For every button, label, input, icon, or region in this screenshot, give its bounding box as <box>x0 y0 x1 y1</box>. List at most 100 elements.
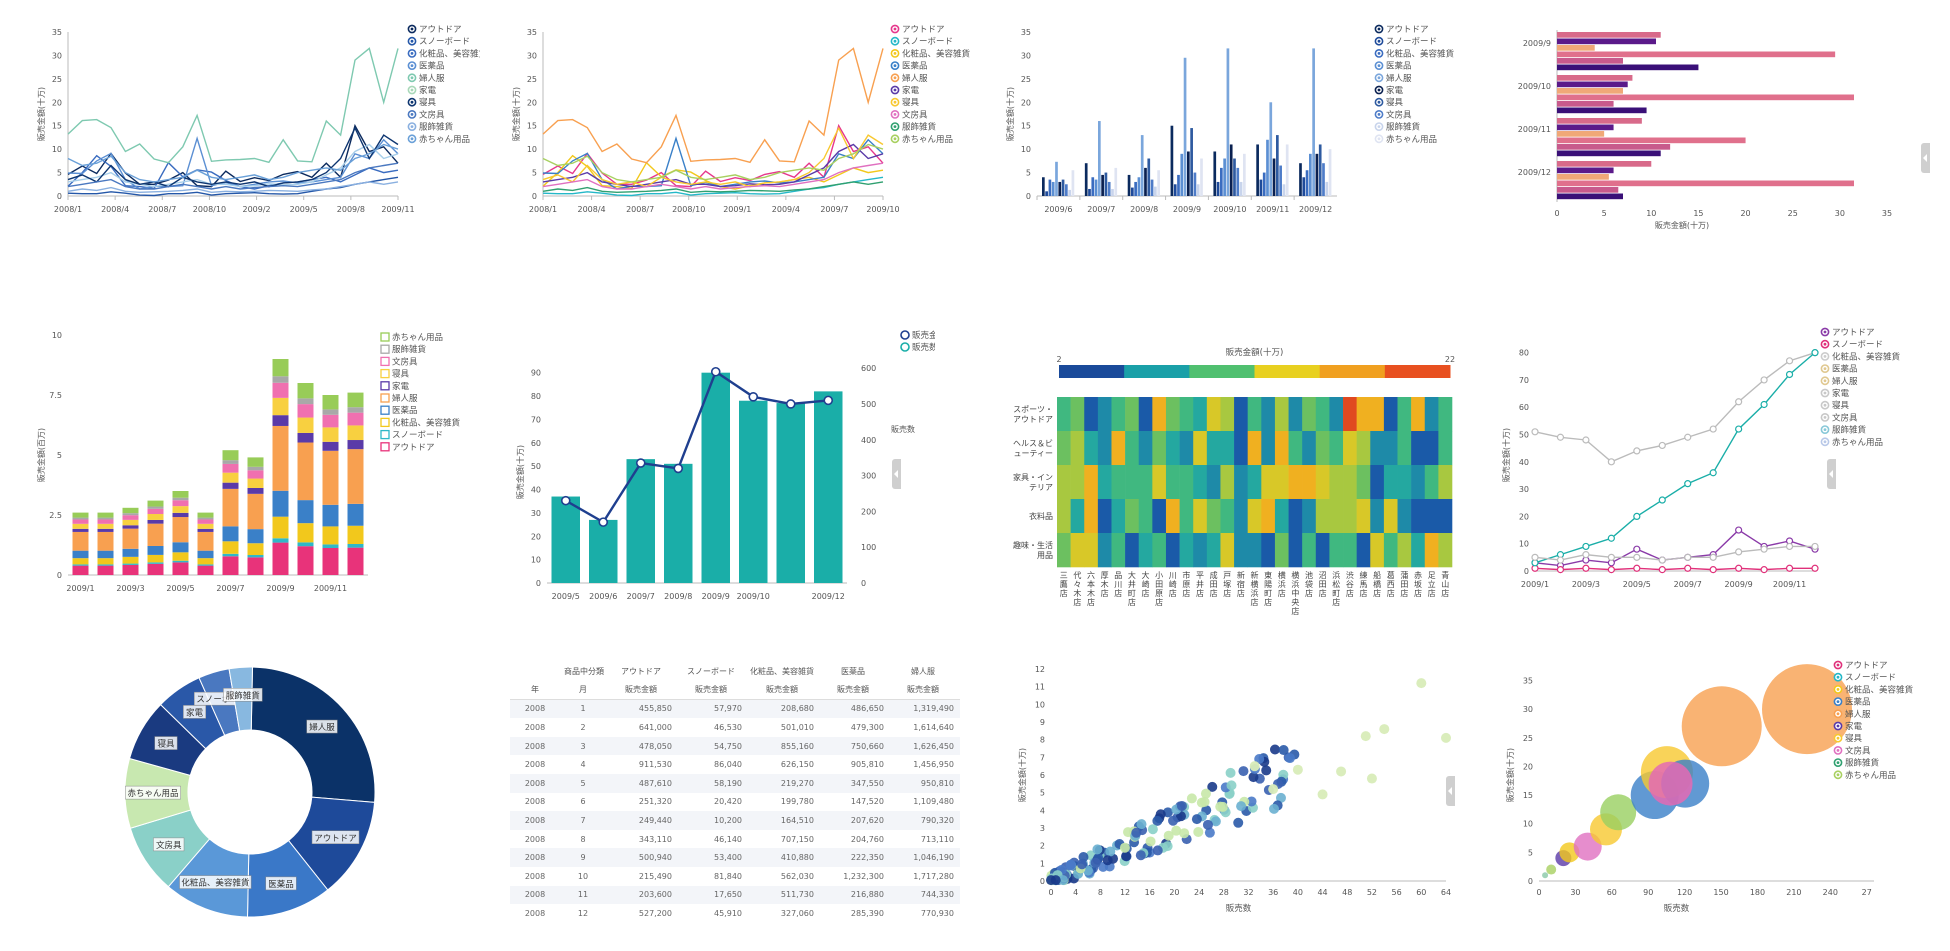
table-cell-empty <box>958 904 960 923</box>
heatmap-cell <box>1070 431 1085 466</box>
bar-赤ちゃん用品 <box>1285 144 1289 196</box>
scatter-point <box>1162 841 1173 852</box>
series-line-医薬品 <box>542 136 884 190</box>
stack-seg-寝具 <box>97 523 114 529</box>
table-cell: 626,150 <box>780 760 814 770</box>
scatter-point <box>1135 850 1146 861</box>
table-cell: 9 <box>580 853 586 863</box>
table-row: 2008 6 251,320 20,420 199,780 147,520 1,109,48… <box>510 793 960 812</box>
series-point <box>1760 376 1768 384</box>
legend-item-marker-dot <box>1823 330 1827 334</box>
series-point <box>1633 553 1641 561</box>
stack-seg-婦人服 <box>322 450 339 505</box>
scatter-point <box>1152 815 1163 826</box>
bar-化粧品、美容雑貨 <box>1134 181 1137 196</box>
table-cell: 511,730 <box>780 890 814 900</box>
legend-item-label: 家電 <box>1832 388 1850 399</box>
heatmap-cell <box>1111 499 1126 534</box>
stack-seg-寝具 <box>172 506 189 513</box>
table-cell: 486,650 <box>850 704 884 714</box>
legend-item-marker <box>380 405 390 415</box>
heatmap-cell <box>1343 533 1357 568</box>
stack-seg-服飾雑貨 <box>322 409 339 415</box>
scatter-point <box>1233 817 1244 828</box>
x-tick-label: 2009/5 <box>166 584 194 593</box>
scatter-point <box>1207 781 1218 792</box>
legend-item-label: 化粧品、美容雑貨 <box>419 48 480 59</box>
legend-item-marker-dot <box>893 125 897 128</box>
stack-seg-医薬品 <box>97 550 114 559</box>
heatmap-cell <box>1315 397 1330 432</box>
x-tick-label: 16 <box>1145 888 1155 897</box>
stack-seg-服飾雑貨 <box>172 497 189 501</box>
bar-寝具 <box>1190 128 1193 196</box>
y-tick-label: 40 <box>1519 458 1529 467</box>
heatmap-cell <box>1179 499 1194 534</box>
y-tick-label: 35 <box>1021 28 1031 37</box>
heatmap-cell <box>1424 465 1439 500</box>
heatmap-cell <box>1397 397 1412 432</box>
combo-point <box>710 366 721 377</box>
table-cell: 911,530 <box>638 760 672 770</box>
heatmap-cell <box>1179 431 1194 466</box>
table-cell: 950,810 <box>920 778 954 788</box>
table-row: 2008 7 249,440 10,200 164,510 207,620 790,320 <box>510 811 960 830</box>
bar-医薬品 <box>1223 158 1226 196</box>
table-cell: 10,200 <box>714 815 742 825</box>
x-tick-label: 2008/1 <box>529 205 557 214</box>
col-label-char: 井 <box>1196 579 1204 589</box>
x-tick-label: 2009/7 <box>820 205 848 214</box>
heatmap-chart: 販売金額(十万)2 22スポーツ・アウトドアヘルス＆ビューティー家具・インテリア衣… <box>1013 347 1455 615</box>
col-label-char: 木 <box>1073 588 1081 598</box>
table-row: 2008 9 500,940 53,400 410,880 222,350 1,046,19… <box>510 848 960 867</box>
bar-服飾雑貨 <box>1196 184 1200 196</box>
table-cell: 2008 <box>524 797 546 807</box>
x-tick-label: 180 <box>1750 888 1765 897</box>
side-collapse-tab[interactable] <box>1921 143 1930 173</box>
side-collapse-tab-2[interactable] <box>892 459 901 489</box>
col-label-char: 崎 <box>1169 579 1177 589</box>
series-point <box>1658 441 1666 450</box>
bar-スノーボード <box>1088 188 1091 196</box>
bar-赤ちゃん用品 <box>1200 158 1203 196</box>
series-point <box>1735 564 1743 572</box>
table-header-year: 年 <box>510 680 560 700</box>
heatmap-cell <box>1179 397 1194 432</box>
x-tick-label: 2008/10 <box>672 205 705 214</box>
table-cell: 770,930 <box>920 908 954 918</box>
bar-医薬品 <box>1266 139 1269 196</box>
table-header-col: アウトドア <box>621 666 661 676</box>
side-collapse-tab-4[interactable] <box>1446 776 1455 806</box>
row-label: 衣料品 <box>1029 511 1053 521</box>
col-label-char: 品 <box>1114 571 1122 580</box>
legend-item-label: スノーボード <box>1845 673 1896 683</box>
legend-item-label: 寝具 <box>1386 97 1404 108</box>
col-label-char: 本 <box>1087 579 1095 589</box>
heatmap-cell <box>1383 397 1398 432</box>
table-cell: 707,150 <box>780 834 814 844</box>
bar-文房具 <box>1322 163 1325 196</box>
heatmap-cell <box>1138 397 1153 432</box>
legend-item-label: 家電 <box>1845 721 1863 732</box>
heatmap-cell <box>1261 431 1276 466</box>
table-cell-empty <box>958 830 960 849</box>
heatmap-cell <box>1438 465 1453 500</box>
y-tick-label: 0 <box>536 579 541 588</box>
table-row: 2008 3 478,050 54,750 855,160 750,660 1,626,45… <box>510 736 960 756</box>
table-cell: 1,626,450 <box>913 741 954 751</box>
x-tick-label: 2009/3 <box>116 584 144 593</box>
table-cell-empty <box>958 793 960 812</box>
stack-seg-婦人服 <box>222 488 239 527</box>
legend-item-label: アウトドア <box>902 25 945 35</box>
side-collapse-tab-3[interactable] <box>1827 459 1836 489</box>
combo-bar <box>814 391 843 583</box>
y2-tick-label: 400 <box>861 436 876 445</box>
table-cell: 1,319,490 <box>913 704 954 714</box>
legend-item-label: スノーボード <box>1832 340 1883 350</box>
y-tick-label: 0 <box>532 192 537 201</box>
col-label-char: 々 <box>1073 580 1081 589</box>
table-cell: 2008 <box>524 778 546 788</box>
y-tick-label: 15 <box>1523 791 1533 800</box>
stack-seg-赤ちゃん用品 <box>222 450 239 461</box>
legend-item-label: 家電 <box>392 381 410 392</box>
